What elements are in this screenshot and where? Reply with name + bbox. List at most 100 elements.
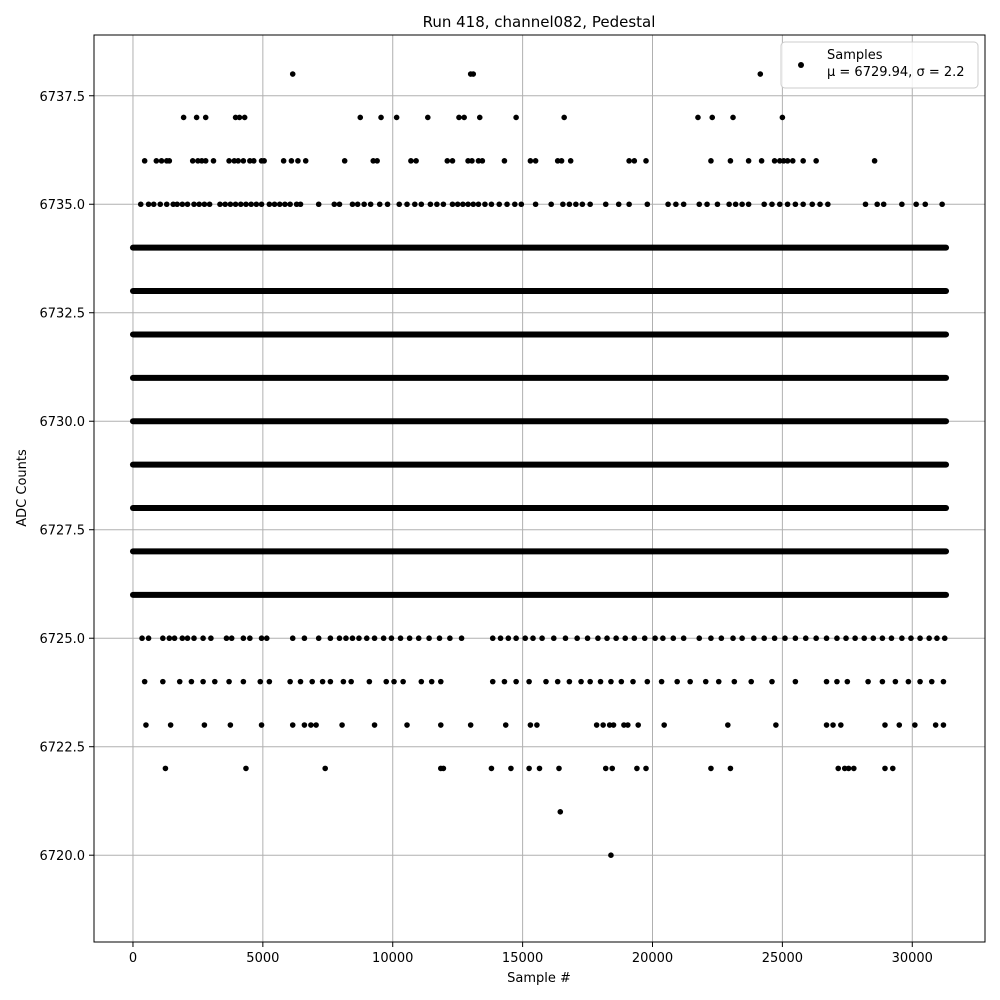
data-point	[489, 678, 496, 685]
data-point	[289, 722, 296, 728]
data-point	[470, 71, 477, 77]
data-point	[193, 114, 200, 121]
data-point	[467, 722, 474, 728]
data-point	[139, 635, 145, 642]
data-point	[199, 158, 205, 164]
data-point	[813, 635, 819, 642]
data-point	[841, 765, 848, 772]
data-point	[248, 201, 254, 208]
data-point	[287, 678, 293, 685]
data-point	[940, 722, 947, 728]
data-point	[247, 635, 253, 642]
data-point	[243, 201, 249, 208]
data-point	[384, 201, 391, 208]
data-point	[934, 635, 940, 642]
data-point	[522, 635, 529, 642]
data-point	[202, 114, 209, 121]
data-point	[226, 678, 232, 685]
data-points	[137, 71, 948, 859]
data-point	[470, 201, 477, 208]
data-point	[160, 678, 166, 685]
data-point	[926, 635, 932, 642]
data-point	[261, 158, 267, 164]
data-point	[608, 852, 614, 859]
data-point	[412, 201, 418, 208]
data-point	[792, 678, 799, 685]
data-point	[444, 158, 451, 164]
data-point	[726, 201, 732, 208]
data-point	[258, 635, 265, 642]
data-point	[376, 201, 383, 208]
data-point	[610, 722, 617, 728]
data-point	[336, 635, 343, 642]
data-point	[315, 635, 322, 642]
data-point	[905, 678, 912, 685]
legend-box	[780, 41, 979, 89]
x-axis-label: Sample #	[507, 971, 571, 986]
x-tick-label: 0	[129, 951, 137, 966]
data-point	[319, 678, 326, 685]
data-point	[388, 635, 395, 642]
legend-stats: μ = 6729.94, σ = 2.2	[827, 65, 965, 80]
data-point	[882, 765, 888, 772]
data-point	[297, 678, 304, 685]
y-tick-label: 6725.0	[40, 632, 86, 647]
data-point	[880, 201, 887, 208]
data-point	[184, 201, 191, 208]
data-point	[166, 635, 173, 642]
data-point	[280, 158, 287, 164]
data-point	[367, 201, 374, 208]
data-point	[243, 765, 249, 772]
data-point	[597, 678, 604, 685]
data-point	[748, 678, 755, 685]
data-point	[527, 722, 534, 728]
data-point	[196, 201, 203, 208]
data-point	[496, 201, 503, 208]
data-point	[180, 114, 187, 121]
data-point	[354, 201, 361, 208]
data-point	[776, 201, 783, 208]
data-point	[835, 765, 842, 772]
data-point	[606, 722, 613, 728]
data-point	[363, 635, 370, 642]
data-point	[882, 722, 888, 728]
data-point	[780, 158, 787, 164]
data-point	[730, 114, 736, 121]
data-point	[208, 635, 214, 642]
data-point	[830, 722, 836, 728]
y-tick-label: 6720.0	[40, 849, 86, 864]
data-point	[561, 114, 567, 121]
data-point	[160, 635, 166, 642]
data-point	[449, 158, 456, 164]
data-point	[174, 201, 180, 208]
data-point	[556, 765, 562, 772]
data-point	[609, 765, 616, 772]
data-point	[512, 201, 518, 208]
data-point	[276, 201, 283, 208]
y-tick-label: 6732.5	[40, 307, 86, 322]
data-point	[844, 678, 851, 685]
y-tick-label: 6722.5	[40, 741, 86, 756]
data-point	[626, 201, 632, 208]
data-point	[240, 678, 247, 685]
data-point	[536, 765, 543, 772]
data-point	[602, 765, 609, 772]
data-point	[179, 635, 186, 642]
data-point	[240, 635, 247, 642]
data-point	[418, 678, 425, 685]
data-point	[158, 158, 165, 164]
data-point	[550, 635, 557, 642]
data-point	[526, 765, 532, 772]
data-point	[426, 635, 432, 642]
data-point	[427, 201, 434, 208]
data-point	[201, 722, 208, 728]
data-point	[237, 201, 244, 208]
data-point	[371, 722, 378, 728]
data-point	[779, 114, 786, 121]
data-point	[489, 635, 496, 642]
data-point	[436, 635, 443, 642]
data-point	[289, 71, 296, 77]
data-point	[874, 201, 880, 208]
x-tick-label: 5000	[246, 951, 279, 966]
